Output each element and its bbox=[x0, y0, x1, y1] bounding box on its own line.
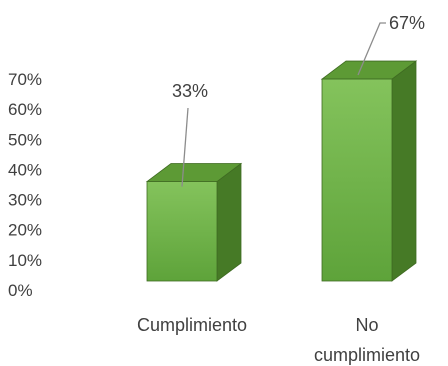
category-label: Cumplimiento bbox=[137, 315, 247, 335]
bar-front-face bbox=[146, 181, 218, 282]
bars bbox=[145, 60, 418, 282]
bar-side-face bbox=[216, 162, 242, 282]
y-tick-label: 0% bbox=[8, 281, 33, 300]
y-tick-label: 10% bbox=[8, 251, 42, 270]
y-axis: 0% 10% 20% 30% 40% 50% 60% 70% bbox=[8, 70, 42, 300]
leader-line bbox=[357, 22, 386, 76]
y-tick-label: 20% bbox=[8, 221, 42, 240]
y-tick-label: 30% bbox=[8, 191, 42, 210]
data-label: 33% bbox=[172, 81, 208, 101]
bar-front-face bbox=[321, 78, 393, 282]
y-tick-label: 50% bbox=[8, 130, 42, 149]
category-labels: Cumplimiento No cumplimiento bbox=[137, 315, 420, 365]
data-labels: 33% 67% bbox=[172, 13, 425, 187]
bar bbox=[320, 60, 418, 282]
bar bbox=[145, 162, 243, 282]
leader-line bbox=[181, 107, 189, 187]
y-tick-label: 40% bbox=[8, 160, 42, 179]
y-tick-label: 70% bbox=[8, 70, 42, 89]
y-tick-label: 60% bbox=[8, 100, 42, 119]
category-label: No cumplimiento bbox=[314, 315, 420, 365]
bar-side-face bbox=[391, 60, 417, 282]
data-label: 67% bbox=[389, 13, 425, 33]
